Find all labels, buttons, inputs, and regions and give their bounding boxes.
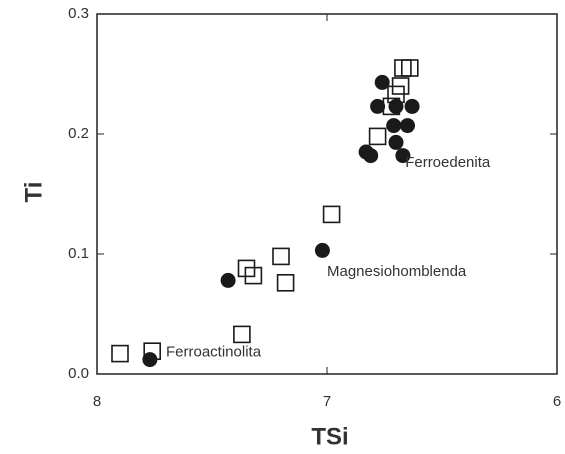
point — [233, 325, 251, 344]
point — [276, 273, 295, 292]
annotation: Magnesiohomblenda — [327, 263, 467, 280]
y-tick-label: 0.1 — [68, 245, 89, 262]
x-tick-label: 8 — [93, 393, 101, 410]
point — [368, 127, 387, 146]
point — [111, 344, 129, 363]
point — [400, 59, 419, 77]
point — [374, 74, 390, 90]
point — [387, 85, 405, 104]
point — [244, 266, 263, 285]
point — [272, 247, 290, 266]
y-tick-label: 0.2 — [68, 125, 89, 142]
point — [395, 148, 411, 164]
x-tick-label: 6 — [553, 393, 561, 410]
y-axis-label: Ti — [20, 182, 47, 203]
x-axis-label: TSi — [311, 423, 348, 450]
point — [143, 342, 161, 361]
annotation: Ferroedenita — [405, 154, 491, 171]
plot-frame — [96, 13, 558, 375]
x-tick-label: 7 — [323, 393, 331, 410]
point — [370, 98, 386, 114]
point — [322, 205, 341, 224]
point — [386, 118, 402, 134]
y-tick-label: 0.3 — [68, 5, 89, 22]
point — [314, 242, 330, 258]
point — [404, 98, 420, 114]
y-tick-label: 0.0 — [68, 365, 89, 382]
point — [220, 272, 236, 288]
point — [388, 134, 404, 150]
point — [382, 97, 401, 116]
point — [363, 148, 379, 164]
annotation: Ferroactinolita — [166, 343, 262, 360]
point — [400, 118, 415, 134]
